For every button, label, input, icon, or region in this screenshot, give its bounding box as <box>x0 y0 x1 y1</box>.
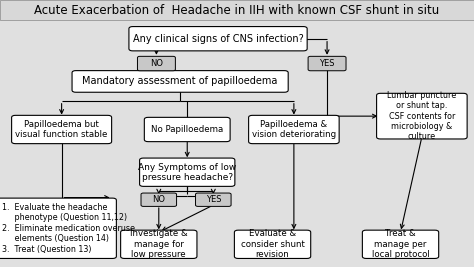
FancyBboxPatch shape <box>248 115 339 144</box>
Text: 1.  Evaluate the headache
     phenotype (Question 11,12)
2.  Eliminate medicati: 1. Evaluate the headache phenotype (Ques… <box>2 203 135 254</box>
FancyBboxPatch shape <box>0 0 474 20</box>
Text: Papilloedema but
visual function stable: Papilloedema but visual function stable <box>16 120 108 139</box>
FancyBboxPatch shape <box>195 193 231 206</box>
FancyBboxPatch shape <box>0 198 117 258</box>
Text: YES: YES <box>206 195 221 204</box>
FancyBboxPatch shape <box>234 230 311 258</box>
Text: Any clinical signs of CNS infection?: Any clinical signs of CNS infection? <box>133 34 303 44</box>
FancyBboxPatch shape <box>137 56 175 71</box>
Text: Papilloedema &
vision deteriorating: Papilloedema & vision deteriorating <box>252 120 336 139</box>
FancyBboxPatch shape <box>72 71 288 92</box>
FancyBboxPatch shape <box>120 230 197 258</box>
FancyBboxPatch shape <box>362 230 439 258</box>
Text: Any Symptoms of low
pressure headache?: Any Symptoms of low pressure headache? <box>138 163 237 182</box>
FancyBboxPatch shape <box>141 193 176 206</box>
Text: Treat &
manage per
local protocol: Treat & manage per local protocol <box>372 229 429 259</box>
FancyBboxPatch shape <box>11 115 112 144</box>
Text: No Papilloedema: No Papilloedema <box>151 125 223 134</box>
Text: Acute Exacerbation of  Headache in IIH with known CSF shunt in situ: Acute Exacerbation of Headache in IIH wi… <box>35 4 439 17</box>
Text: Investigate &
manage for
low pressure: Investigate & manage for low pressure <box>130 229 188 259</box>
FancyBboxPatch shape <box>139 158 235 186</box>
Text: NO: NO <box>152 195 165 204</box>
Text: Mandatory assessment of papilloedema: Mandatory assessment of papilloedema <box>82 76 278 87</box>
FancyBboxPatch shape <box>144 117 230 142</box>
Text: Lumbar puncture
or shunt tap.
CSF contents for
microbiology &
culture: Lumbar puncture or shunt tap. CSF conten… <box>387 91 456 142</box>
FancyBboxPatch shape <box>129 27 307 51</box>
Text: Evaluate &
consider shunt
revision: Evaluate & consider shunt revision <box>241 229 304 259</box>
Text: YES: YES <box>319 59 335 68</box>
Text: NO: NO <box>150 59 163 68</box>
FancyBboxPatch shape <box>308 56 346 71</box>
FancyBboxPatch shape <box>376 93 467 139</box>
